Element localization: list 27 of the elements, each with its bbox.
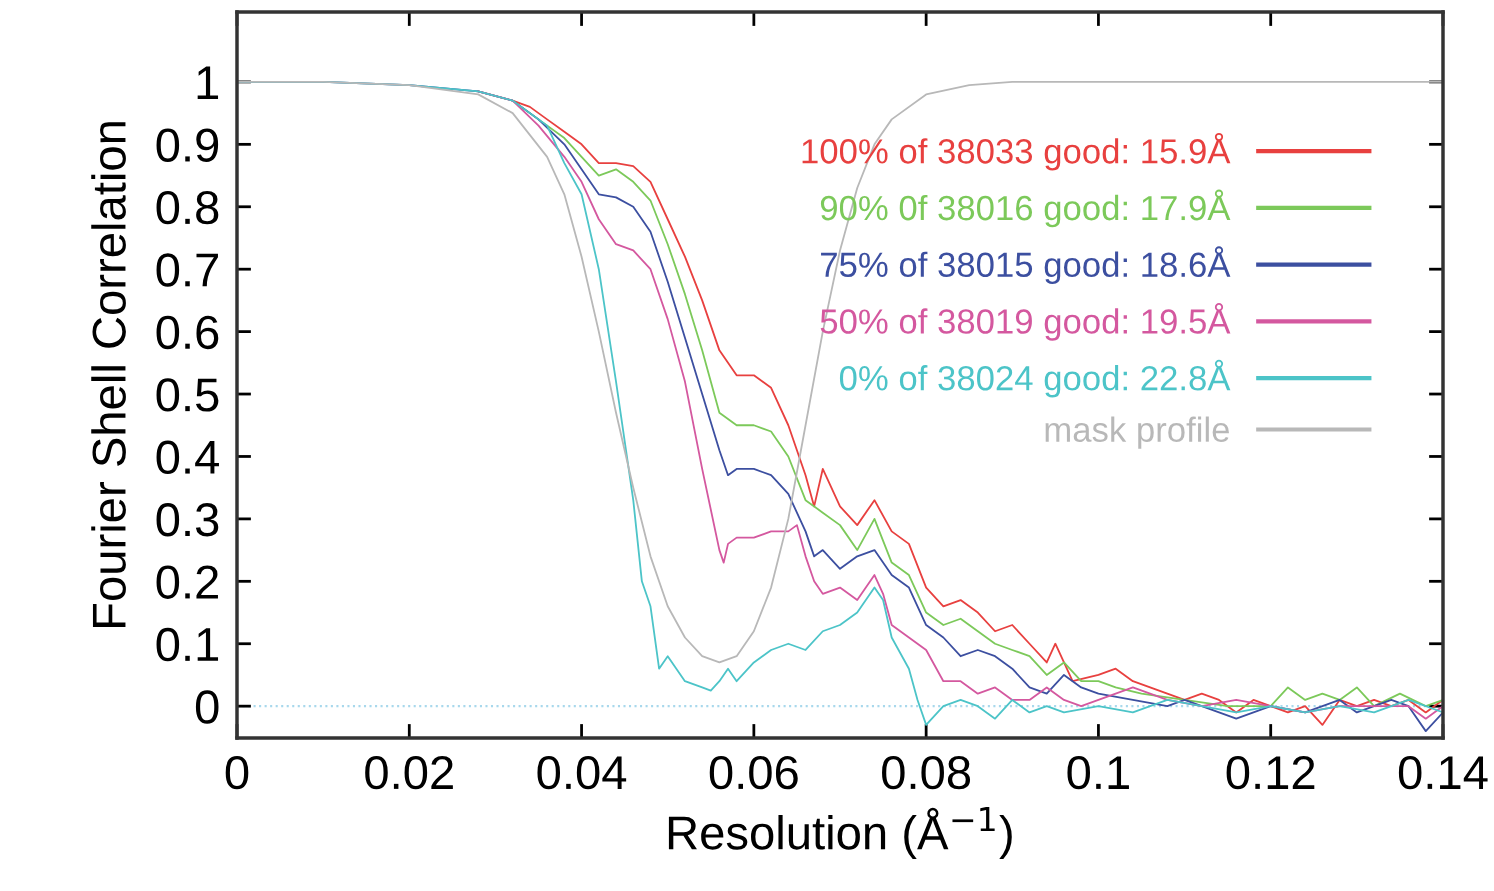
y-tick-label: 0.8	[156, 190, 219, 225]
y-tick-label: 0.7	[156, 253, 218, 287]
y-tick-label: 0.4	[156, 440, 219, 475]
x-tick-label: 0.08	[882, 755, 971, 790]
legend-label: 90% 0f 38016 good: 17.9Å	[820, 189, 1231, 228]
legend-label: 75% of 38015 good: 18.6Å	[821, 246, 1231, 284]
y-axis-title: Fourier Shell Correlation	[91, 122, 126, 627]
y-tick-label: 0.6	[156, 315, 219, 350]
legend-label: mask profile	[1045, 416, 1229, 449]
y-tick-label: 0.2	[156, 565, 218, 599]
x-tick-label: 0.14	[1398, 755, 1488, 790]
y-tick-label: 1	[197, 66, 219, 100]
x-tick-label: 0	[225, 755, 249, 790]
legend-label: 100% of 38033 good: 15.9Å	[802, 132, 1231, 171]
legend-label: 50% of 38019 good: 19.5Å	[820, 303, 1231, 341]
x-axis-title: Resolution (Å$^{−1}$)	[668, 807, 1012, 859]
y-tick-label: 0.5	[156, 378, 219, 412]
legend-label: 0% of 38024 good: 22.8Å	[839, 359, 1231, 398]
y-tick-label: 0.1	[156, 627, 219, 662]
x-tick-label: 0.1	[1067, 755, 1129, 790]
y-tick-label: 0	[195, 690, 219, 724]
y-tick-label: 0.9	[156, 128, 219, 162]
x-tick-label: 0.12	[1226, 755, 1315, 790]
x-tick-label: 0.02	[365, 755, 453, 790]
x-tick-label: 0.04	[537, 755, 627, 790]
y-tick-label: 0.3	[156, 503, 219, 537]
x-tick-label: 0.06	[709, 755, 798, 790]
